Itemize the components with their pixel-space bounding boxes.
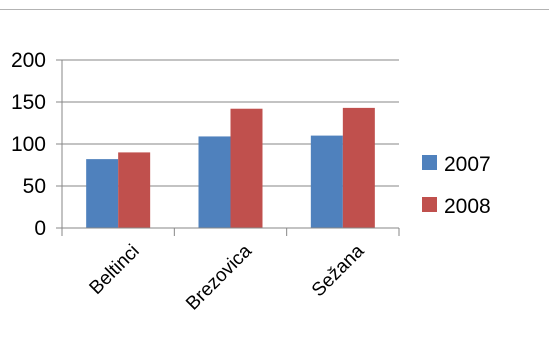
x-tick-label: Sežana [308, 240, 369, 301]
y-tick-label: 200 [11, 49, 46, 72]
bars [86, 107, 375, 228]
y-tick-label: 50 [23, 175, 46, 198]
bar-2008-beltinci [118, 152, 151, 228]
top-divider [0, 9, 549, 10]
legend-swatch-2008 [422, 197, 437, 212]
bar-2008-sežana [342, 107, 375, 228]
x-tick-label: Brezovica [182, 240, 256, 314]
bar-2007-sežana [310, 135, 343, 228]
y-tick-label: 0 [34, 217, 46, 240]
bar-2008-brezovica [230, 108, 263, 228]
bar-2007-brezovica [198, 136, 231, 228]
y-tick-label: 150 [11, 91, 46, 114]
x-tick-labels: Beltinci Brezovica Sežana [86, 240, 369, 314]
legend-swatch-2007 [422, 155, 437, 170]
legend-label-2008: 2008 [444, 195, 491, 218]
y-tick-label: 100 [11, 133, 46, 156]
bar-2007-beltinci [86, 159, 119, 228]
axes [56, 59, 400, 236]
x-tick-label: Beltinci [86, 241, 144, 299]
legend-label-2007: 2007 [444, 153, 491, 176]
legend: 2007 2008 [422, 153, 491, 218]
y-tick-labels: 0 50 100 150 200 [11, 49, 46, 240]
